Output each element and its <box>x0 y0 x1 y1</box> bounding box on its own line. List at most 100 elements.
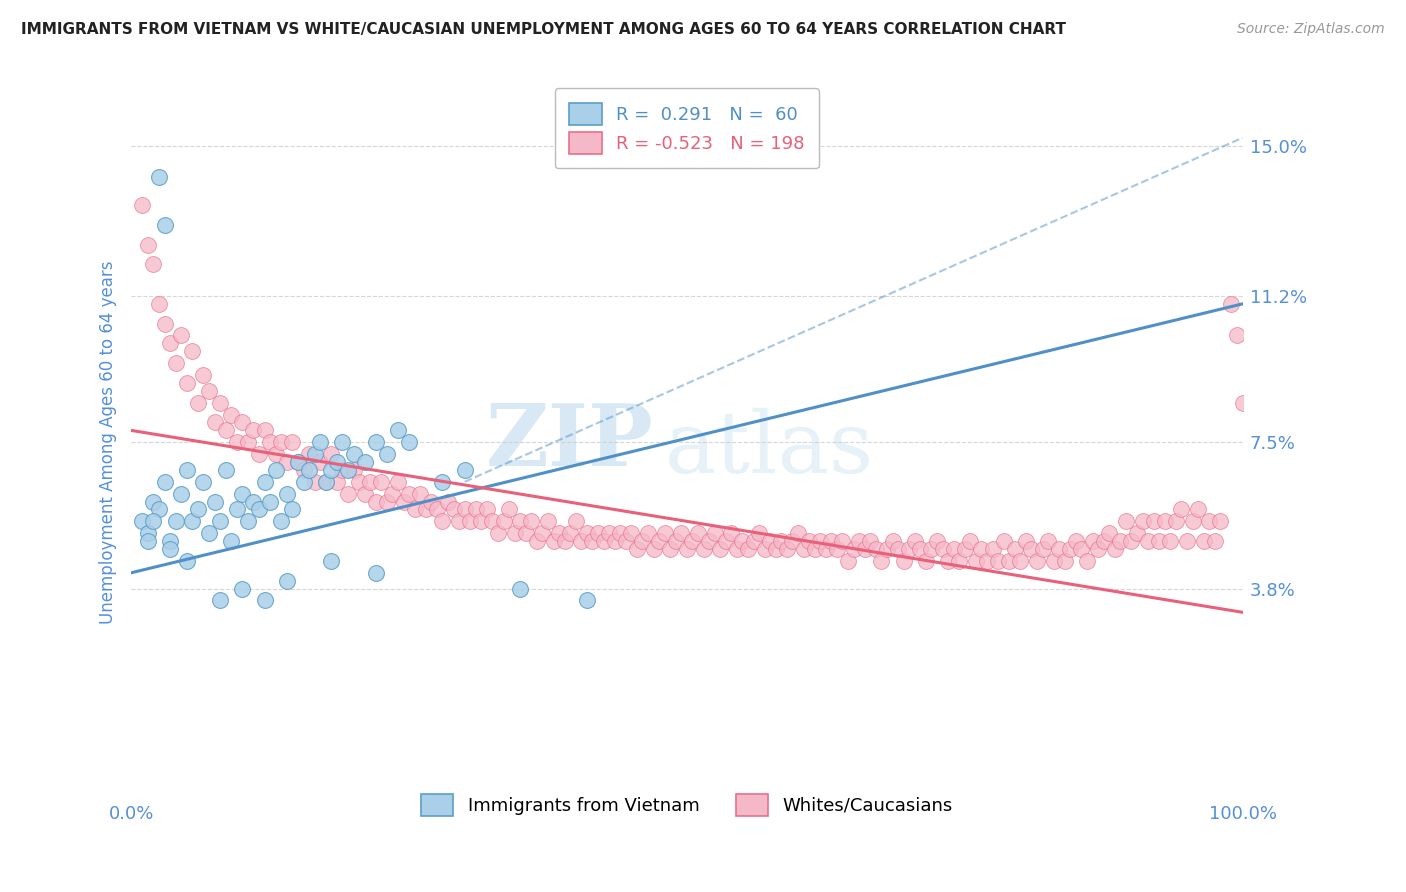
Point <box>737 542 759 557</box>
Point <box>225 435 247 450</box>
Point <box>709 542 731 557</box>
Point <box>654 526 676 541</box>
Point <box>665 534 688 549</box>
Point <box>181 344 204 359</box>
Point <box>808 534 831 549</box>
Text: IMMIGRANTS FROM VIETNAM VS WHITE/CAUCASIAN UNEMPLOYMENT AMONG AGES 60 TO 64 YEAR: IMMIGRANTS FROM VIETNAM VS WHITE/CAUCASI… <box>21 22 1066 37</box>
Point <box>415 502 437 516</box>
Point <box>492 514 515 528</box>
Point <box>1021 542 1043 557</box>
Point <box>870 554 893 568</box>
Point <box>458 514 481 528</box>
Point <box>449 514 471 528</box>
Point <box>526 534 548 549</box>
Point <box>142 514 165 528</box>
Point <box>515 526 537 541</box>
Point <box>770 534 793 549</box>
Point <box>276 574 298 588</box>
Point <box>1036 534 1059 549</box>
Point <box>209 514 232 528</box>
Point <box>581 534 603 549</box>
Point <box>370 475 392 489</box>
Point <box>981 542 1004 557</box>
Point <box>748 526 770 541</box>
Point <box>193 368 215 382</box>
Point <box>253 593 276 607</box>
Point <box>142 257 165 271</box>
Point <box>475 502 498 516</box>
Point <box>1159 534 1181 549</box>
Point <box>359 475 381 489</box>
Point <box>381 486 404 500</box>
Point <box>914 554 936 568</box>
Point <box>825 542 848 557</box>
Point <box>759 534 782 549</box>
Point <box>565 514 588 528</box>
Point <box>159 542 181 557</box>
Point <box>298 447 321 461</box>
Point <box>637 526 659 541</box>
Point <box>364 494 387 508</box>
Point <box>342 463 364 477</box>
Point <box>560 526 582 541</box>
Point <box>898 542 921 557</box>
Point <box>309 455 332 469</box>
Point <box>375 494 398 508</box>
Legend: Immigrants from Vietnam, Whites/Caucasians: Immigrants from Vietnam, Whites/Caucasia… <box>412 785 962 825</box>
Point <box>543 534 565 549</box>
Point <box>209 593 232 607</box>
Point <box>287 455 309 469</box>
Point <box>432 475 454 489</box>
Point <box>159 336 181 351</box>
Point <box>569 534 592 549</box>
Point <box>765 542 787 557</box>
Point <box>1147 534 1170 549</box>
Point <box>1115 514 1137 528</box>
Point <box>219 408 242 422</box>
Point <box>531 526 554 541</box>
Point <box>959 534 981 549</box>
Point <box>332 463 354 477</box>
Point <box>1070 542 1092 557</box>
Point <box>1064 534 1087 549</box>
Point <box>993 534 1015 549</box>
Point <box>987 554 1010 568</box>
Point <box>787 526 810 541</box>
Point <box>176 554 198 568</box>
Point <box>1204 534 1226 549</box>
Point <box>1132 514 1154 528</box>
Point <box>603 534 626 549</box>
Point <box>225 502 247 516</box>
Point <box>626 542 648 557</box>
Point <box>215 424 238 438</box>
Point <box>831 534 853 549</box>
Text: ZIP: ZIP <box>486 401 654 484</box>
Point <box>247 447 270 461</box>
Point <box>326 475 349 489</box>
Point <box>592 534 614 549</box>
Point <box>470 514 492 528</box>
Point <box>315 475 337 489</box>
Point <box>236 514 259 528</box>
Point <box>1109 534 1132 549</box>
Point <box>170 486 193 500</box>
Point <box>686 526 709 541</box>
Point <box>1053 554 1076 568</box>
Point <box>264 463 287 477</box>
Point <box>253 424 276 438</box>
Point <box>1121 534 1143 549</box>
Point <box>676 542 699 557</box>
Point <box>1192 534 1215 549</box>
Point <box>942 542 965 557</box>
Point <box>404 502 426 516</box>
Point <box>281 502 304 516</box>
Point <box>187 395 209 409</box>
Point <box>204 416 226 430</box>
Point <box>398 435 420 450</box>
Point <box>1047 542 1070 557</box>
Point <box>965 554 987 568</box>
Point <box>159 534 181 549</box>
Y-axis label: Unemployment Among Ages 60 to 64 years: Unemployment Among Ages 60 to 64 years <box>100 260 117 624</box>
Point <box>276 486 298 500</box>
Point <box>1026 554 1049 568</box>
